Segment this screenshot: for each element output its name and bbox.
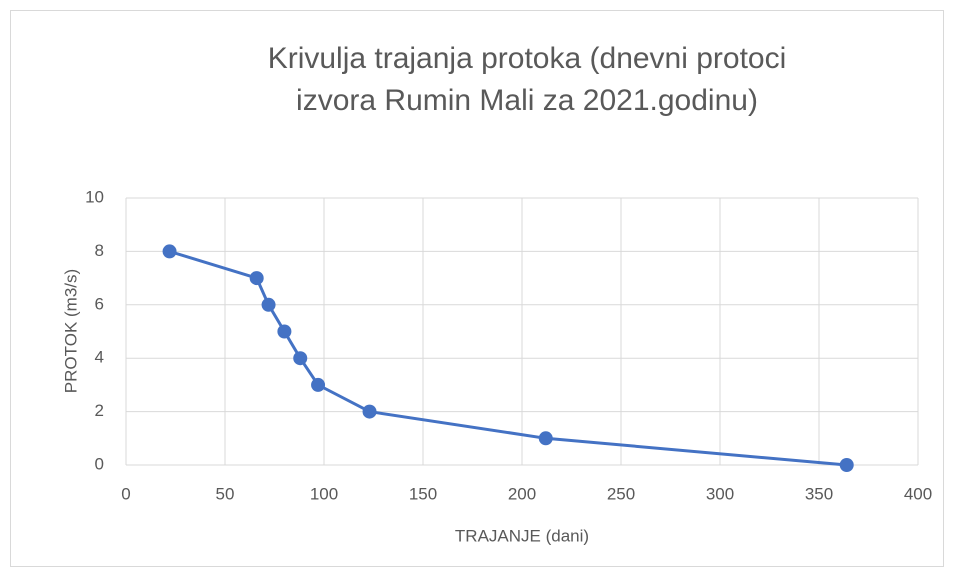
y-tick-label: 8 <box>95 241 104 260</box>
data-point <box>839 458 854 472</box>
x-tick-label: 250 <box>607 484 635 503</box>
data-point <box>261 297 276 312</box>
chart-border <box>10 10 944 567</box>
x-tick-label: 350 <box>805 484 833 503</box>
data-point <box>293 351 308 366</box>
x-tick-label: 50 <box>216 484 235 503</box>
x-tick-label: 300 <box>706 484 734 503</box>
y-tick-label: 10 <box>85 187 104 206</box>
x-tick-label: 400 <box>904 484 932 503</box>
y-tick-label: 0 <box>95 454 104 473</box>
x-tick-label: 0 <box>121 484 130 503</box>
data-point <box>311 377 326 392</box>
x-tick-label: 150 <box>409 484 437 503</box>
x-axis-label: TRAJANJE (dani) <box>455 526 589 545</box>
data-point <box>277 324 292 339</box>
data-point <box>162 244 177 259</box>
data-point <box>362 404 377 419</box>
y-tick-label: 6 <box>95 294 104 313</box>
data-point <box>538 431 553 446</box>
y-tick-label: 2 <box>95 401 104 420</box>
chart-title: Krivulja trajanja protoka (dnevni protoc… <box>267 42 787 117</box>
y-axis-label: PROTOK (m3/s) <box>61 269 80 393</box>
x-tick-label: 100 <box>310 484 338 503</box>
x-tick-label: 200 <box>508 484 536 503</box>
data-point <box>249 271 264 286</box>
y-tick-label: 4 <box>95 348 104 367</box>
